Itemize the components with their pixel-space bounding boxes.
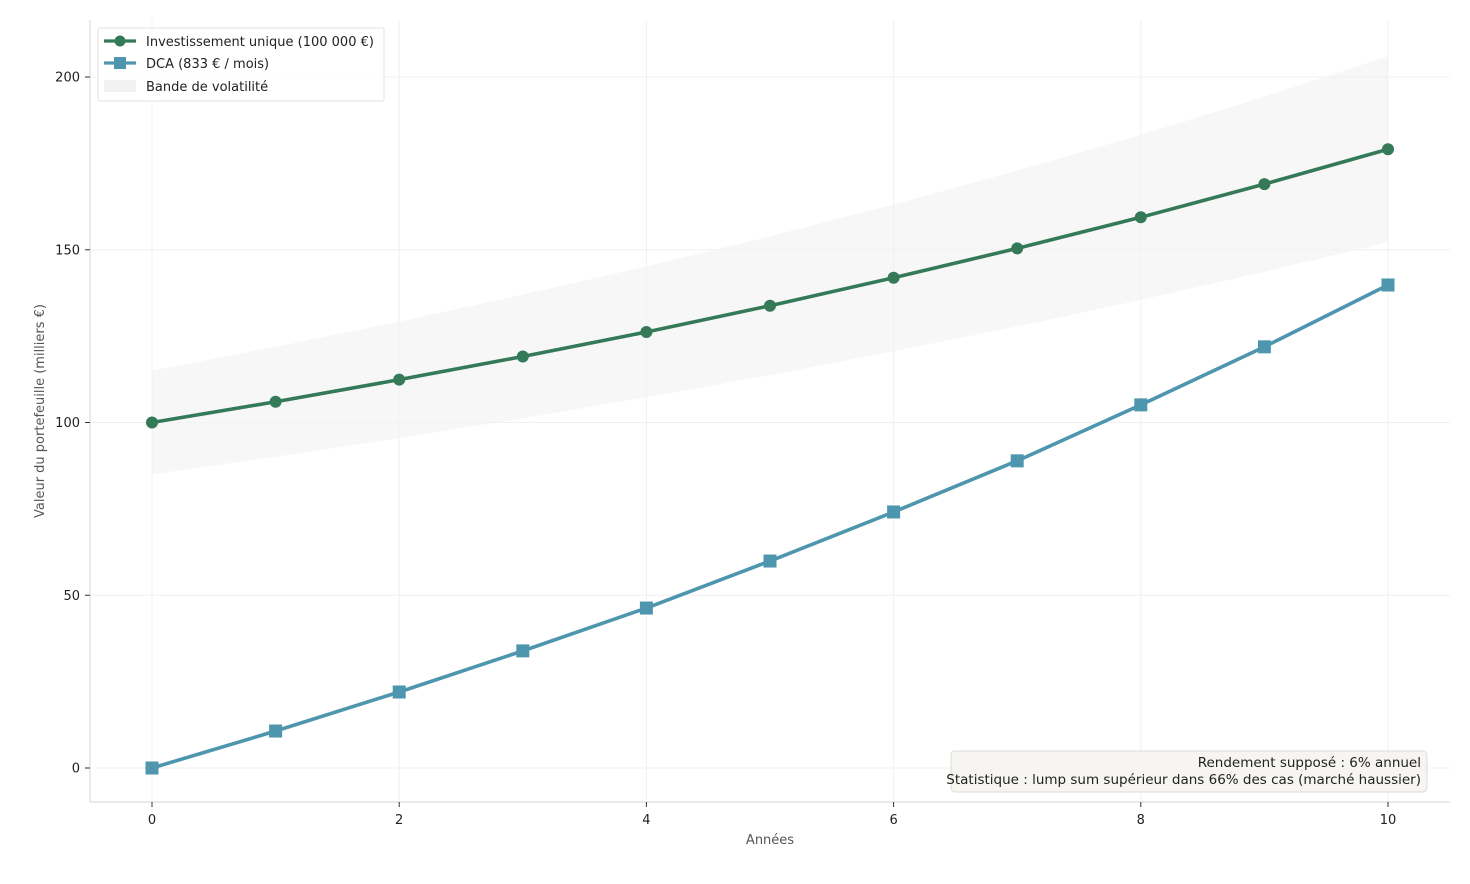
legend-item-dca: DCA (833 € / mois): [104, 57, 269, 72]
x-tick-label: 4: [642, 813, 650, 828]
legend: Investissement unique (100 000 €) DCA (8…: [97, 27, 385, 102]
annotation-box: Rendement supposé : 6% annuel Statistiqu…: [946, 750, 1428, 793]
legend-item-band: Bande de volatilité: [104, 80, 268, 95]
legend-label-band: Bande de volatilité: [146, 80, 268, 95]
axes: [89, 20, 1450, 803]
data-point-circle: [393, 373, 406, 386]
data-point-square: [1010, 454, 1024, 468]
y-tick-label: 150: [55, 243, 80, 258]
data-point-square: [392, 685, 406, 699]
y-tick-label: 100: [55, 416, 80, 431]
data-point-circle: [1134, 211, 1147, 224]
x-tick-label: 10: [1380, 813, 1397, 828]
data-point-square: [1257, 340, 1271, 354]
data-point-square: [639, 601, 653, 615]
line-circle-icon: [104, 35, 136, 47]
data-point-circle: [1382, 143, 1394, 156]
data-point-square: [516, 644, 530, 658]
data-point-circle: [269, 395, 282, 408]
data-point-circle: [640, 325, 653, 338]
x-tick-label: 2: [395, 813, 403, 828]
data-point-circle: [764, 299, 776, 312]
y-tick-label: 200: [55, 71, 80, 86]
data-point-square: [887, 505, 901, 519]
line-square-icon: [104, 57, 136, 69]
legend-label-lump-sum: Investissement unique (100 000 €): [146, 35, 374, 50]
legend-label-dca: DCA (833 € / mois): [146, 57, 269, 72]
volatility-band: [152, 56, 1388, 475]
series-lump-sum: [146, 143, 1394, 429]
series-dca: [145, 278, 1395, 775]
data-point-circle: [516, 350, 529, 363]
data-point-square: [1381, 278, 1395, 292]
data-point-circle: [1011, 242, 1024, 255]
data-point-square: [145, 761, 159, 775]
legend-item-lump-sum: Investissement unique (100 000 €): [104, 35, 374, 50]
data-point-square: [269, 724, 283, 738]
x-tick-label: 6: [889, 813, 897, 828]
y-tick-label: 0: [72, 762, 80, 777]
y-axis-label: Valeur du portefeuille (milliers €): [33, 304, 48, 518]
annotation-line-2: Statistique : lump sum supérieur dans 66…: [946, 772, 1421, 788]
series-layer: [145, 143, 1395, 775]
x-axis-label: Années: [746, 833, 794, 848]
y-tick-label: 50: [63, 589, 80, 604]
x-tick-label: 8: [1137, 813, 1145, 828]
data-point-circle: [146, 416, 158, 429]
data-point-square: [763, 554, 777, 568]
band-swatch-icon: [104, 80, 136, 92]
data-point-circle: [1258, 178, 1271, 191]
data-point-square: [1134, 398, 1148, 412]
data-point-circle: [887, 271, 900, 284]
annotation-line-1: Rendement supposé : 6% annuel: [1198, 755, 1421, 771]
x-tick-label: 0: [148, 813, 156, 828]
legend-box: [97, 27, 385, 102]
